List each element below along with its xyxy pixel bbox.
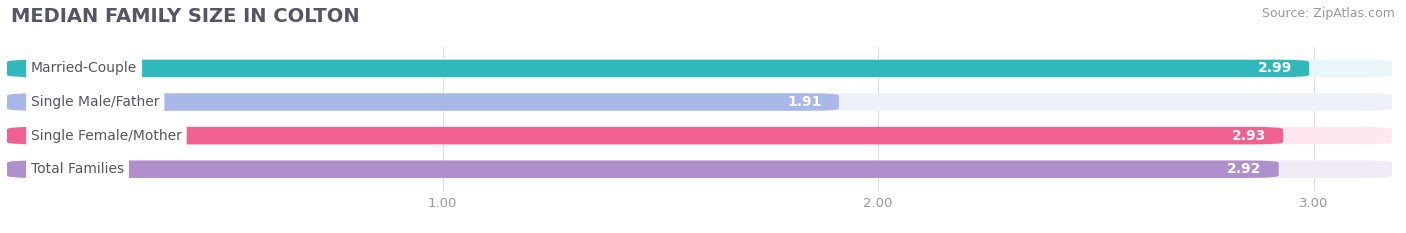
Text: Single Male/Father: Single Male/Father bbox=[31, 95, 159, 109]
Text: Total Families: Total Families bbox=[31, 162, 124, 176]
Text: 2.92: 2.92 bbox=[1227, 162, 1261, 176]
Text: 2.93: 2.93 bbox=[1232, 129, 1265, 143]
FancyBboxPatch shape bbox=[7, 127, 1284, 144]
FancyBboxPatch shape bbox=[7, 93, 839, 111]
FancyBboxPatch shape bbox=[7, 161, 1392, 178]
FancyBboxPatch shape bbox=[7, 60, 1392, 77]
FancyBboxPatch shape bbox=[7, 93, 1392, 111]
FancyBboxPatch shape bbox=[7, 127, 1392, 144]
FancyBboxPatch shape bbox=[7, 161, 1278, 178]
Text: 2.99: 2.99 bbox=[1257, 62, 1292, 75]
Text: Single Female/Mother: Single Female/Mother bbox=[31, 129, 181, 143]
FancyBboxPatch shape bbox=[7, 60, 1309, 77]
Text: Married-Couple: Married-Couple bbox=[31, 62, 138, 75]
Text: Source: ZipAtlas.com: Source: ZipAtlas.com bbox=[1261, 7, 1395, 20]
Text: 1.91: 1.91 bbox=[787, 95, 821, 109]
Text: MEDIAN FAMILY SIZE IN COLTON: MEDIAN FAMILY SIZE IN COLTON bbox=[11, 7, 360, 26]
